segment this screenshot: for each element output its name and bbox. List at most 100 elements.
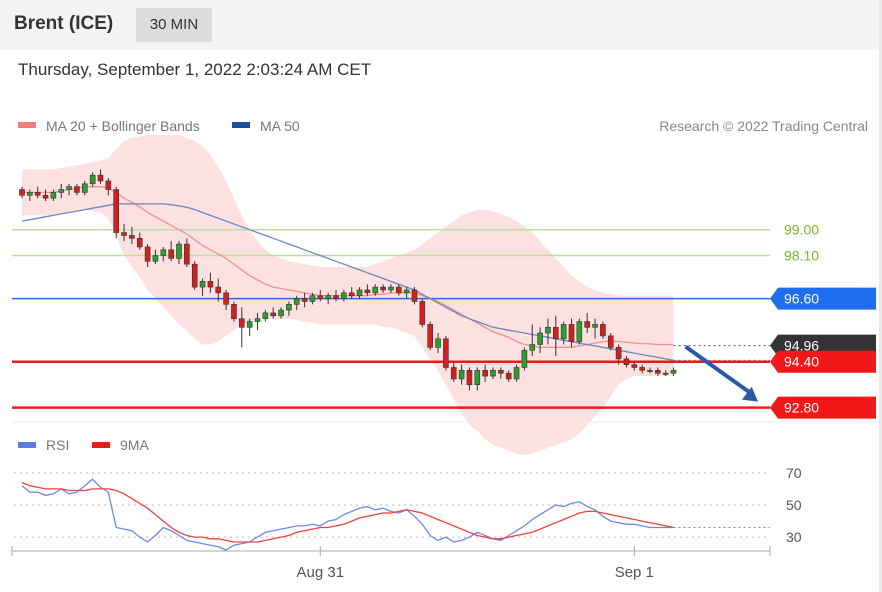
candle-body [239, 318, 245, 328]
support-label: 92.80 [784, 400, 819, 416]
credit-text: Research © 2022 Trading Central [659, 118, 868, 134]
candle-body [152, 255, 159, 262]
candle-body [74, 186, 80, 193]
candle-body [207, 281, 214, 288]
x-axis-label: Aug 31 [297, 564, 345, 581]
legend-swatch-9ma [92, 442, 110, 448]
main-legend: MA 20 + Bollinger Bands MA 50 Research ©… [18, 118, 868, 134]
candle-body [50, 192, 57, 199]
timeframe-badge[interactable]: 30 MIN [136, 8, 212, 42]
candle-body [427, 324, 434, 348]
candle-body [325, 295, 331, 299]
candle-body [191, 263, 198, 288]
candle-body [278, 309, 284, 317]
legend-label-ma20: MA 20 + Bollinger Bands [46, 118, 200, 134]
candle-body [403, 289, 410, 294]
candle-body [545, 326, 551, 334]
candle-body [388, 286, 394, 291]
candle-body [246, 321, 253, 328]
candle-body [27, 192, 33, 196]
candle-body [482, 370, 488, 377]
target-label: 99.00 [784, 222, 819, 238]
candle-body [364, 289, 371, 294]
candle-body [380, 286, 386, 291]
rsi-layer: 70 50 30 [14, 465, 802, 551]
candle-body [458, 370, 465, 380]
candle-body [97, 174, 104, 182]
candle-body [521, 349, 528, 368]
pivot-tag [770, 287, 876, 310]
candle-body [105, 180, 112, 190]
forecast-arrow-head [742, 386, 758, 402]
rsi-legend: RSI 9MA [18, 437, 149, 453]
moving-averages-layer [21, 186, 674, 361]
candle-body [419, 301, 426, 325]
legend-label-rsi: RSI [46, 437, 69, 453]
forecast-arrow-shaft [684, 345, 752, 395]
candle-body [42, 194, 49, 199]
instrument-title: Brent (ICE) [14, 13, 114, 34]
candle-body [607, 335, 614, 348]
candle-body [231, 304, 237, 319]
candle-body [66, 186, 72, 190]
candle-body [144, 246, 151, 262]
ma50-line [21, 203, 674, 361]
candle-body [631, 364, 638, 368]
legend-swatch-ma20 [18, 122, 36, 128]
pivot-label: 96.60 [784, 291, 819, 307]
last-price-label: 94.96 [784, 338, 819, 354]
candle-body [466, 370, 473, 385]
candle-body [89, 174, 96, 185]
candle-body [443, 338, 449, 368]
candle-body [160, 249, 167, 256]
target-label: 98.10 [784, 248, 819, 264]
rsi-9ma-line [21, 481, 674, 543]
candle-body [301, 298, 308, 302]
candle-body [184, 243, 190, 265]
candle-body [262, 312, 269, 319]
candle-body [490, 370, 496, 377]
candle-body [639, 367, 645, 371]
candle-body [199, 281, 206, 288]
candle-body [529, 344, 536, 351]
candle-body [82, 183, 88, 193]
candle-body [317, 295, 324, 299]
candles-layer [19, 169, 677, 391]
candle-body [411, 289, 418, 302]
candle-body [341, 292, 347, 299]
legend-label-9ma: 9MA [120, 437, 149, 453]
candle-body [168, 249, 174, 259]
candle-body [505, 372, 512, 380]
candle-body [576, 321, 583, 342]
candle-body [474, 370, 481, 385]
candle-body [655, 370, 661, 374]
candle-body [450, 367, 457, 380]
header-bar: Brent (ICE) 30 MIN [0, 0, 882, 50]
candle-body [19, 189, 25, 196]
x-axis: Aug 31 Sep 1 [11, 546, 771, 581]
candle-body [356, 289, 363, 297]
candle-body [662, 372, 669, 375]
candle-body [113, 189, 119, 233]
candle-body [584, 321, 591, 328]
candle-body [670, 370, 677, 374]
support-tag [770, 350, 876, 373]
legend-swatch-ma50 [232, 122, 250, 128]
candle-body [498, 370, 504, 374]
ma20-line [22, 186, 674, 349]
support-label: 94.40 [784, 354, 819, 370]
candle-body [129, 235, 135, 239]
rsi-line [21, 478, 674, 551]
candle-body [223, 292, 229, 305]
support-tag [770, 396, 876, 419]
legend-swatch-rsi [18, 442, 36, 448]
candle-body [600, 324, 606, 337]
candle-body [647, 370, 653, 372]
candle-body [537, 332, 543, 345]
panel-border [879, 0, 882, 592]
candle-body [309, 295, 316, 302]
rsi-tick-label: 70 [786, 465, 802, 481]
candle-body [121, 232, 127, 236]
